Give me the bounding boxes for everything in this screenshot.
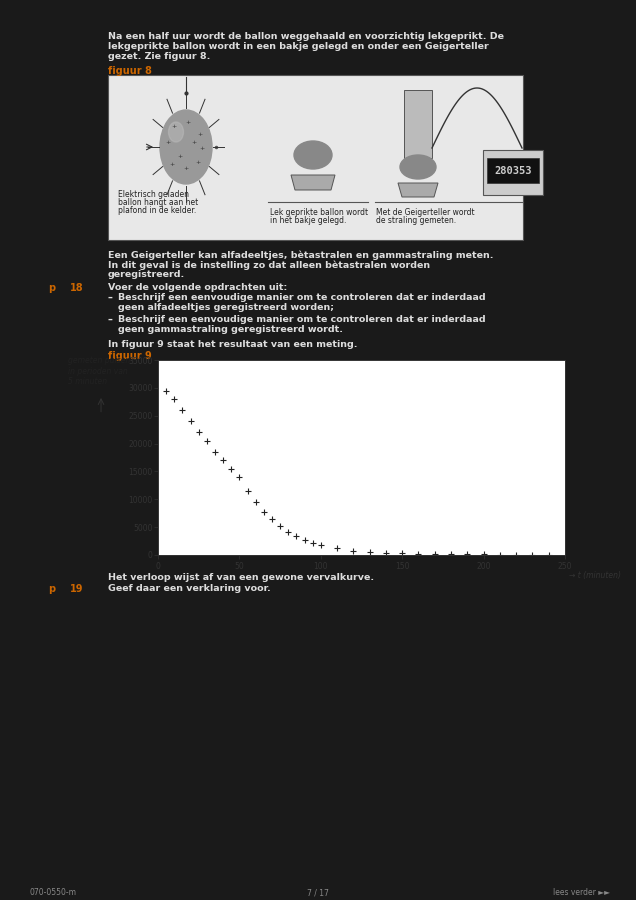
Text: +: + bbox=[199, 147, 205, 151]
Text: Voer de volgende opdrachten uit:: Voer de volgende opdrachten uit: bbox=[108, 283, 287, 292]
Text: +: + bbox=[191, 140, 197, 145]
Bar bbox=[108, 75, 523, 240]
Text: Elektrisch geladen: Elektrisch geladen bbox=[118, 190, 189, 199]
Text: gemeten pulsen
in perioden van
5 minuten: gemeten pulsen in perioden van 5 minuten bbox=[69, 356, 131, 386]
Text: +: + bbox=[171, 124, 177, 130]
Text: In dit geval is de instelling zo dat alleen bètastralen worden: In dit geval is de instelling zo dat all… bbox=[108, 260, 430, 269]
Text: figuur 8: figuur 8 bbox=[108, 66, 152, 76]
Text: de straling gemeten.: de straling gemeten. bbox=[376, 216, 456, 225]
Polygon shape bbox=[398, 183, 438, 197]
Bar bbox=[483, 150, 543, 195]
Text: Geef daar een verklaring voor.: Geef daar een verklaring voor. bbox=[108, 584, 271, 593]
Text: lees verder ►►: lees verder ►► bbox=[553, 888, 610, 897]
Text: +: + bbox=[183, 166, 189, 172]
Text: geregistreerd.: geregistreerd. bbox=[108, 270, 185, 279]
Text: lekgeprikte ballon wordt in een bakje gelegd en onder een Geigerteller: lekgeprikte ballon wordt in een bakje ge… bbox=[108, 42, 488, 51]
Text: ballon hangt aan het: ballon hangt aan het bbox=[118, 198, 198, 207]
Text: +: + bbox=[177, 155, 183, 159]
Text: Een Geigerteller kan alfadeeltjes, bètastralen en gammastraling meten.: Een Geigerteller kan alfadeeltjes, bètas… bbox=[108, 250, 494, 259]
Text: In figuur 9 staat het resultaat van een meting.: In figuur 9 staat het resultaat van een … bbox=[108, 340, 357, 349]
Text: +: + bbox=[169, 163, 175, 167]
Text: 280353: 280353 bbox=[494, 166, 532, 176]
Text: in het bakje gelegd.: in het bakje gelegd. bbox=[270, 216, 347, 225]
Ellipse shape bbox=[294, 141, 332, 169]
Text: +: + bbox=[197, 132, 203, 138]
Ellipse shape bbox=[169, 122, 184, 142]
Text: p: p bbox=[48, 584, 55, 594]
Text: figuur 9: figuur 9 bbox=[108, 351, 152, 361]
Text: p: p bbox=[48, 283, 55, 293]
Text: +: + bbox=[165, 140, 170, 145]
Text: –: – bbox=[108, 315, 113, 325]
Ellipse shape bbox=[400, 155, 436, 179]
Text: –: – bbox=[108, 293, 113, 303]
Text: plafond in de kelder.: plafond in de kelder. bbox=[118, 206, 197, 215]
Text: Met de Geigerteller wordt: Met de Geigerteller wordt bbox=[376, 208, 474, 217]
Text: gezet. Zie figuur 8.: gezet. Zie figuur 8. bbox=[108, 52, 211, 61]
Text: 18: 18 bbox=[70, 283, 83, 293]
Text: Beschrijf een eenvoudige manier om te controleren dat er inderdaad: Beschrijf een eenvoudige manier om te co… bbox=[118, 293, 486, 302]
Bar bbox=[487, 158, 539, 183]
Text: +: + bbox=[195, 160, 200, 166]
Text: Na een half uur wordt de ballon weggehaald en voorzichtig lekgeprikt. De: Na een half uur wordt de ballon weggehaa… bbox=[108, 32, 504, 41]
Ellipse shape bbox=[160, 110, 212, 184]
Text: Lek geprikte ballon wordt: Lek geprikte ballon wordt bbox=[270, 208, 368, 217]
Text: Het verloop wijst af van een gewone vervalkurve.: Het verloop wijst af van een gewone verv… bbox=[108, 573, 374, 582]
Polygon shape bbox=[291, 175, 335, 190]
Text: Beschrijf een eenvoudige manier om te controleren dat er inderdaad: Beschrijf een eenvoudige manier om te co… bbox=[118, 315, 486, 324]
Text: 7 / 17: 7 / 17 bbox=[307, 888, 329, 897]
Bar bbox=[404, 90, 432, 158]
Text: → t (minuten): → t (minuten) bbox=[569, 571, 621, 580]
Text: geen gammastraling geregistreerd wordt.: geen gammastraling geregistreerd wordt. bbox=[118, 325, 343, 334]
Text: 070-0550-m: 070-0550-m bbox=[30, 888, 77, 897]
Text: geen alfadeeltjes geregistreerd worden;: geen alfadeeltjes geregistreerd worden; bbox=[118, 303, 334, 312]
Text: 19: 19 bbox=[70, 584, 83, 594]
Text: +: + bbox=[185, 121, 191, 125]
